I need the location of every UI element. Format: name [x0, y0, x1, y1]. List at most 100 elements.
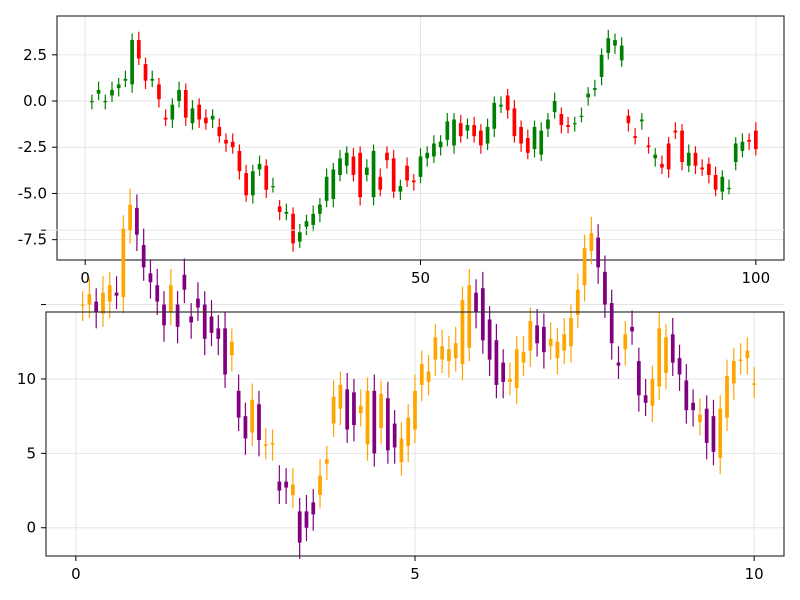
bottom-candle-body [365, 390, 370, 445]
bottom-candle-body [480, 288, 485, 341]
top-candle-body [720, 176, 725, 192]
top-candle-body [405, 165, 409, 181]
bottom-candle-body [128, 204, 132, 231]
top-candle-body [599, 54, 604, 77]
top-candle-body [499, 104, 503, 107]
bottom-candle-body [657, 328, 662, 387]
top-candle-body [552, 101, 557, 113]
top-candle-body [680, 130, 684, 163]
top-candle-body [753, 130, 758, 150]
bottom-candle-body [311, 502, 316, 515]
bottom-tick-labels: 0 5 10 0 5 10 [17, 370, 764, 583]
bottom-candle-body [243, 416, 248, 439]
bottom-candle-body [562, 334, 567, 351]
top-y-tick-label: -7.5 [18, 231, 47, 249]
bottom-candle-body [718, 408, 723, 458]
bottom-candle-body [135, 207, 139, 235]
top-candle-body [418, 156, 423, 177]
bottom-candle-body [548, 338, 553, 347]
top-candle-body [686, 152, 691, 166]
top-candle-body [472, 125, 476, 137]
top-candle-body [438, 141, 443, 148]
top-candle-body [90, 101, 94, 103]
bottom-candle-body [277, 481, 282, 491]
top-candle-body [512, 108, 517, 137]
top-candle-body [693, 152, 698, 166]
top-candle-body [519, 126, 523, 144]
top-candle-body [264, 165, 269, 190]
bottom-candle-body [372, 390, 377, 454]
top-candle-body [365, 167, 369, 175]
bottom-candle-body [413, 390, 417, 430]
bottom-candle-body [752, 383, 757, 385]
top-candle-body [398, 186, 403, 192]
top-candle-body [344, 152, 349, 166]
top-candle-body [297, 232, 302, 242]
top-candle-body [707, 163, 711, 175]
top-candle-body [230, 141, 235, 148]
bottom-candle-body [731, 361, 736, 384]
bottom-candle-body [426, 371, 431, 382]
bottom-candle-body [175, 304, 180, 327]
bottom-candle-body [501, 362, 506, 382]
top-y-tick-label: -2.5 [18, 138, 47, 156]
top-candle-body [331, 169, 336, 199]
bottom-axis-ticks [41, 229, 755, 561]
bottom-candle-body [216, 328, 221, 339]
top-candle-body [110, 89, 114, 96]
top-candle-body [311, 213, 316, 225]
bottom-candle-body [589, 233, 594, 251]
top-candle-body [593, 88, 597, 90]
bottom-candle-body [643, 395, 648, 403]
bottom-candle-body [121, 228, 126, 298]
top-candle-body [378, 176, 383, 190]
bottom-candle-body [202, 304, 207, 339]
bottom-candle-body [623, 334, 628, 350]
bottom-candle-body [162, 304, 166, 326]
bottom-candle-body [250, 399, 255, 433]
top-candle-body [210, 115, 215, 120]
bottom-candle-body [467, 285, 472, 348]
bottom-candle-body [650, 378, 655, 406]
bottom-candle-body [725, 375, 729, 418]
top-candle-body [190, 108, 195, 124]
top-candle-body [271, 186, 275, 188]
top-candle-body [291, 213, 295, 244]
bottom-x-tick-label: 0 [71, 565, 81, 583]
bottom-candle-body [284, 481, 288, 488]
bottom-candle-body [257, 404, 261, 440]
bottom-candle-body [738, 359, 743, 362]
top-candle-body [318, 204, 322, 214]
top-candle-body [465, 125, 470, 131]
top-candle-body [646, 145, 651, 148]
bottom-candle-body [223, 328, 227, 375]
bottom-candle-body [596, 237, 601, 268]
bottom-candles [80, 188, 757, 559]
top-candle-body [351, 156, 356, 175]
bottom-candle-body [297, 511, 302, 543]
top-candle-body [411, 180, 416, 183]
bottom-x-tick-label: 10 [745, 565, 764, 583]
top-x-tick-label: 50 [411, 269, 430, 287]
bottom-candle-body [168, 285, 173, 312]
bottom-candle-body [304, 511, 309, 528]
top-candle-body [244, 173, 248, 196]
bottom-candle-body [440, 346, 444, 360]
top-candle-body [479, 130, 483, 146]
bottom-candle-body [664, 337, 668, 373]
bottom-candle-body [684, 380, 689, 411]
top-y-tick-label: 0.0 [23, 92, 47, 110]
bottom-candle-body [236, 390, 241, 418]
top-candle-body [613, 40, 617, 46]
bottom-candle-body [636, 361, 641, 396]
bottom-candle-body [609, 303, 614, 344]
top-candle-body [284, 211, 289, 214]
top-candle-body [103, 101, 108, 103]
bottom-x-tick-label: 5 [410, 565, 420, 583]
bottom-candle-body [535, 325, 539, 344]
bottom-candle-body [521, 352, 526, 363]
top-candle-body [740, 141, 745, 151]
bottom-candle-body [494, 340, 499, 385]
bottom-candle-body [148, 273, 153, 283]
